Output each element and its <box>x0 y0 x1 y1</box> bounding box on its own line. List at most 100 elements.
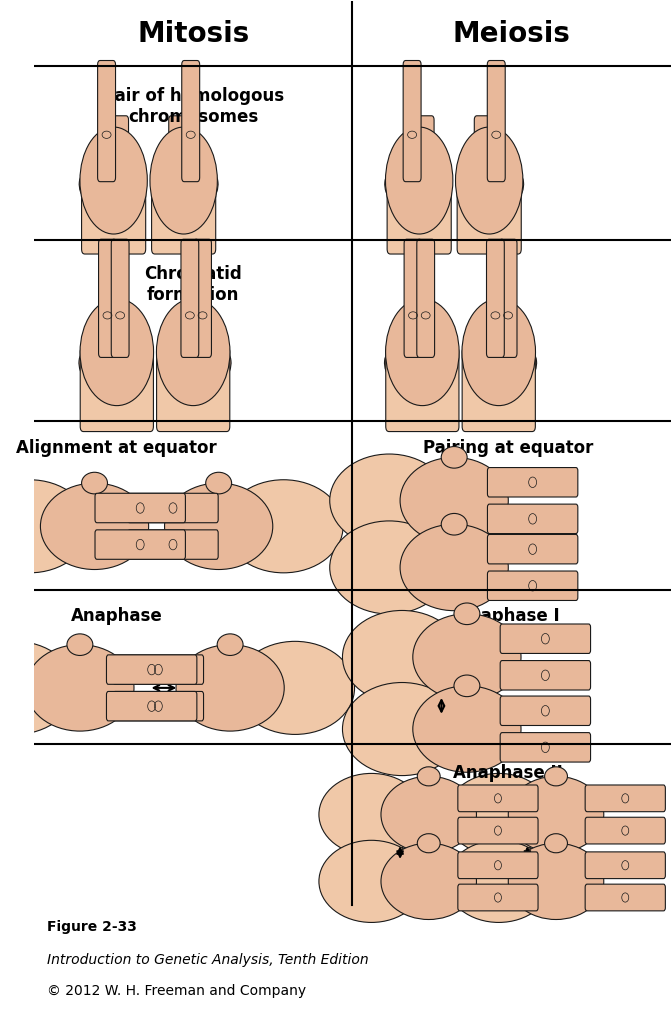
FancyBboxPatch shape <box>457 172 521 254</box>
FancyBboxPatch shape <box>500 660 591 690</box>
FancyBboxPatch shape <box>585 851 665 878</box>
Ellipse shape <box>319 773 424 856</box>
Ellipse shape <box>508 776 603 852</box>
FancyBboxPatch shape <box>487 535 578 563</box>
FancyBboxPatch shape <box>112 116 128 178</box>
Ellipse shape <box>40 483 149 570</box>
FancyBboxPatch shape <box>500 733 591 762</box>
Ellipse shape <box>384 352 398 378</box>
Text: Alignment at equator: Alignment at equator <box>16 439 217 457</box>
Text: Anaphase I: Anaphase I <box>456 607 560 624</box>
FancyBboxPatch shape <box>106 655 197 684</box>
Text: Mitosis: Mitosis <box>137 20 249 47</box>
Ellipse shape <box>417 767 440 786</box>
FancyBboxPatch shape <box>99 239 116 357</box>
Ellipse shape <box>522 352 537 378</box>
FancyBboxPatch shape <box>462 347 536 431</box>
FancyBboxPatch shape <box>194 239 212 357</box>
FancyBboxPatch shape <box>387 172 451 254</box>
Ellipse shape <box>217 634 243 655</box>
Ellipse shape <box>176 645 284 731</box>
Ellipse shape <box>165 483 273 570</box>
FancyBboxPatch shape <box>386 347 459 431</box>
Ellipse shape <box>456 127 523 234</box>
Ellipse shape <box>217 352 231 378</box>
Ellipse shape <box>462 298 536 406</box>
Ellipse shape <box>67 634 93 655</box>
FancyBboxPatch shape <box>81 172 146 254</box>
Ellipse shape <box>235 641 355 735</box>
FancyBboxPatch shape <box>157 347 230 431</box>
FancyBboxPatch shape <box>585 785 665 812</box>
FancyBboxPatch shape <box>585 884 665 911</box>
FancyBboxPatch shape <box>433 325 448 364</box>
Ellipse shape <box>150 127 217 234</box>
FancyBboxPatch shape <box>181 239 199 357</box>
Ellipse shape <box>204 173 218 199</box>
FancyBboxPatch shape <box>128 325 142 364</box>
FancyBboxPatch shape <box>500 696 591 725</box>
FancyBboxPatch shape <box>458 851 538 878</box>
Text: Pair of homologous
chromosomes: Pair of homologous chromosomes <box>103 88 284 126</box>
Ellipse shape <box>0 480 89 573</box>
Ellipse shape <box>446 840 551 923</box>
Ellipse shape <box>79 173 93 199</box>
Ellipse shape <box>417 834 440 852</box>
Ellipse shape <box>224 480 343 573</box>
FancyBboxPatch shape <box>585 817 665 844</box>
Ellipse shape <box>330 454 449 547</box>
Ellipse shape <box>319 840 424 923</box>
Ellipse shape <box>454 603 480 624</box>
Ellipse shape <box>26 645 134 731</box>
FancyBboxPatch shape <box>473 325 488 364</box>
FancyBboxPatch shape <box>106 691 197 721</box>
FancyBboxPatch shape <box>458 884 538 911</box>
FancyBboxPatch shape <box>487 571 578 601</box>
FancyBboxPatch shape <box>167 325 182 364</box>
Ellipse shape <box>446 773 551 856</box>
FancyBboxPatch shape <box>429 148 444 187</box>
Text: Figure 2-33: Figure 2-33 <box>47 921 136 935</box>
Text: Introduction to Genetic Analysis, Tenth Edition: Introduction to Genetic Analysis, Tenth … <box>47 954 368 967</box>
FancyBboxPatch shape <box>128 529 218 559</box>
FancyBboxPatch shape <box>403 61 421 182</box>
FancyBboxPatch shape <box>97 61 116 182</box>
FancyBboxPatch shape <box>487 467 578 497</box>
Ellipse shape <box>80 298 154 406</box>
Text: Meiosis: Meiosis <box>452 20 571 47</box>
FancyBboxPatch shape <box>159 148 173 187</box>
Ellipse shape <box>343 611 462 704</box>
FancyBboxPatch shape <box>113 655 204 684</box>
Ellipse shape <box>509 173 523 199</box>
Text: Anaphase II: Anaphase II <box>454 765 563 782</box>
Ellipse shape <box>206 473 232 494</box>
Ellipse shape <box>80 127 147 234</box>
FancyBboxPatch shape <box>128 493 218 523</box>
FancyBboxPatch shape <box>487 61 505 182</box>
Ellipse shape <box>343 682 462 776</box>
Ellipse shape <box>0 641 75 735</box>
FancyBboxPatch shape <box>464 148 478 187</box>
Ellipse shape <box>381 776 476 852</box>
FancyBboxPatch shape <box>458 785 538 812</box>
FancyBboxPatch shape <box>113 691 204 721</box>
FancyBboxPatch shape <box>95 529 185 559</box>
FancyBboxPatch shape <box>152 172 216 254</box>
FancyBboxPatch shape <box>404 239 422 357</box>
Text: Pairing at equator: Pairing at equator <box>423 439 593 457</box>
Ellipse shape <box>386 127 453 234</box>
Ellipse shape <box>400 524 508 611</box>
Ellipse shape <box>508 843 603 920</box>
FancyBboxPatch shape <box>417 116 434 178</box>
Ellipse shape <box>442 447 467 469</box>
FancyBboxPatch shape <box>169 116 185 178</box>
Ellipse shape <box>386 298 459 406</box>
Ellipse shape <box>385 173 399 199</box>
Ellipse shape <box>413 686 521 772</box>
FancyBboxPatch shape <box>499 239 517 357</box>
FancyBboxPatch shape <box>487 504 578 534</box>
FancyBboxPatch shape <box>487 239 504 357</box>
Ellipse shape <box>157 298 230 406</box>
Ellipse shape <box>400 457 508 544</box>
Ellipse shape <box>381 843 476 920</box>
